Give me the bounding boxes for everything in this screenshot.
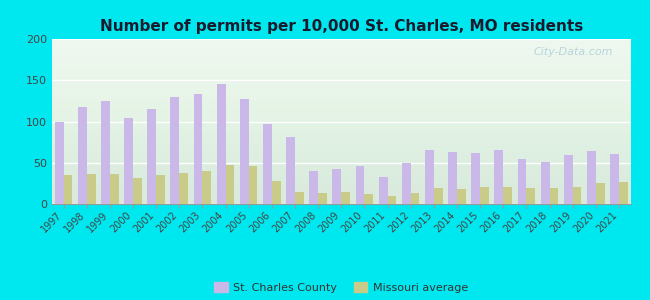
Bar — [295, 192, 304, 204]
Bar — [517, 159, 526, 204]
Bar — [495, 150, 503, 204]
Bar — [425, 150, 434, 204]
Bar — [387, 196, 396, 204]
Bar — [156, 175, 165, 204]
Bar — [124, 118, 133, 204]
Bar — [587, 151, 596, 204]
Bar — [110, 174, 119, 204]
Bar — [64, 175, 72, 204]
Legend: St. Charles County, Missouri average: St. Charles County, Missouri average — [210, 278, 473, 297]
Title: Number of permits per 10,000 St. Charles, MO residents: Number of permits per 10,000 St. Charles… — [99, 19, 583, 34]
Bar — [55, 122, 64, 204]
Bar — [179, 173, 188, 204]
Bar — [448, 152, 457, 204]
Bar — [526, 188, 535, 204]
Bar — [411, 193, 419, 204]
Bar — [573, 187, 582, 204]
Bar — [170, 97, 179, 204]
Bar — [249, 166, 257, 204]
Bar — [194, 94, 202, 204]
Bar — [318, 193, 327, 204]
Bar — [457, 189, 466, 204]
Bar — [309, 171, 318, 204]
Bar — [133, 178, 142, 204]
Bar — [226, 165, 235, 204]
Bar — [471, 153, 480, 204]
Bar — [564, 154, 573, 204]
Bar — [480, 187, 489, 204]
Bar — [263, 124, 272, 204]
Bar — [619, 182, 628, 204]
Bar — [541, 162, 549, 204]
Bar — [240, 99, 249, 204]
Bar — [78, 106, 86, 204]
Bar — [549, 188, 558, 204]
Bar — [101, 101, 110, 204]
Bar — [86, 174, 96, 204]
Bar — [596, 183, 605, 204]
Bar — [356, 166, 365, 204]
Text: City-Data.com: City-Data.com — [534, 47, 613, 57]
Bar — [379, 177, 387, 204]
Bar — [286, 137, 295, 204]
Bar — [341, 193, 350, 204]
Bar — [272, 181, 281, 204]
Bar — [434, 188, 443, 204]
Bar — [216, 83, 226, 204]
Bar — [332, 169, 341, 204]
Bar — [503, 187, 512, 204]
Bar — [148, 109, 156, 204]
Bar — [610, 154, 619, 204]
Bar — [365, 194, 373, 204]
Bar — [402, 163, 411, 204]
Bar — [202, 171, 211, 204]
